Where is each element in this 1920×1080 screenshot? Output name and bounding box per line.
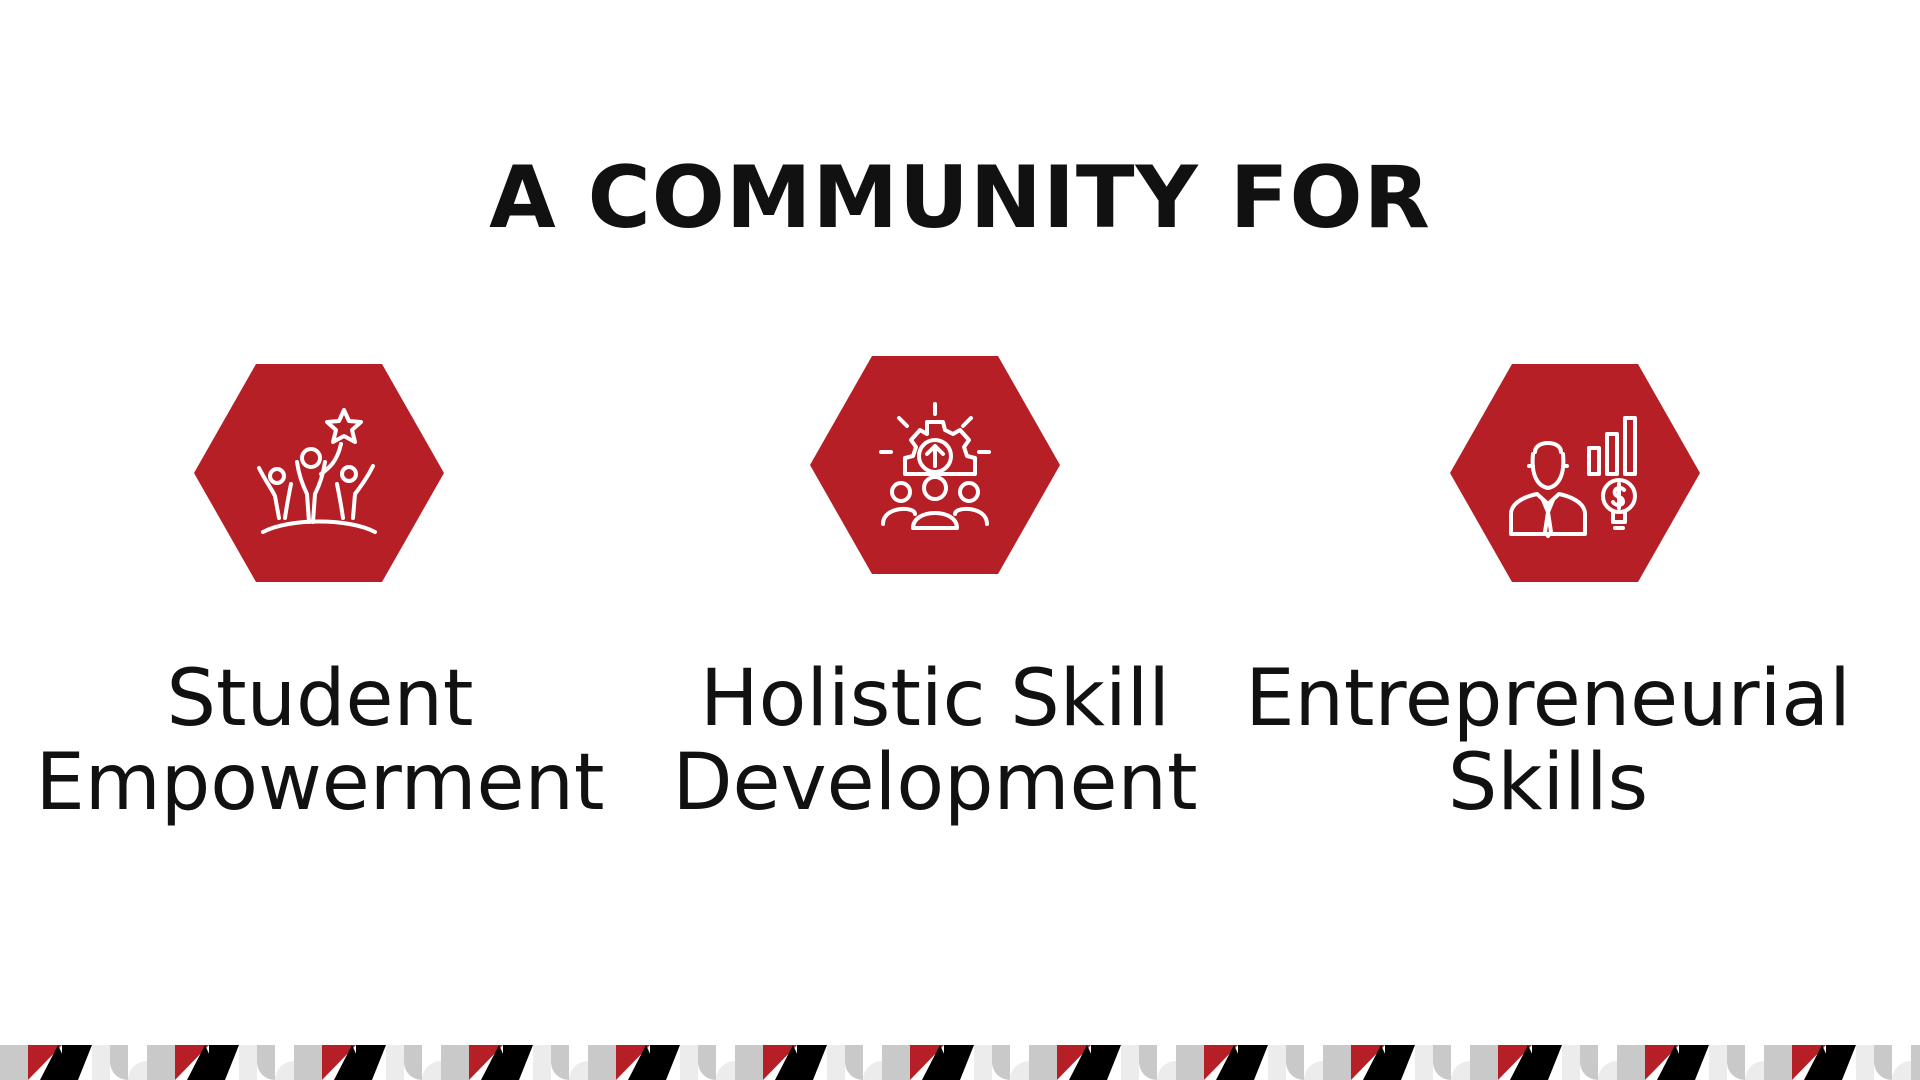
hexagon-badge — [194, 364, 444, 582]
border-tile-shape — [588, 1045, 616, 1080]
border-tile-shape — [680, 1045, 698, 1080]
border-tile-shape — [551, 1045, 569, 1080]
team-star-icon — [257, 408, 377, 534]
border-tile-shape — [1709, 1045, 1727, 1080]
border-tile-shape — [441, 1045, 469, 1080]
border-tile-shape — [1532, 1045, 1562, 1080]
border-tile-shape — [716, 1061, 735, 1080]
border-tile-shape — [1826, 1045, 1856, 1080]
border-tile-shape — [569, 1061, 588, 1080]
border-tile-shape — [533, 1045, 551, 1080]
border-tile-shape — [1286, 1045, 1304, 1080]
slide-title: A COMMUNITY FOR — [489, 148, 1431, 248]
border-tile-shape — [1415, 1045, 1433, 1080]
border-tile-shape — [1304, 1061, 1323, 1080]
border-tile-shape — [110, 1045, 128, 1080]
border-tile-shape — [1029, 1045, 1057, 1080]
feature-label-line2: Empowerment — [35, 738, 605, 828]
feature-label-line2: Development — [672, 738, 1198, 828]
feature-label: Entrepreneurial Skills — [1228, 657, 1868, 825]
border-tile-shape — [1679, 1045, 1709, 1080]
border-tile-shape — [62, 1045, 92, 1080]
border-tile-shape — [1617, 1045, 1645, 1080]
border-tile-shape — [650, 1045, 680, 1080]
border-tile-shape — [845, 1045, 863, 1080]
feature-label: Student Empowerment — [0, 657, 640, 825]
border-tile-shape — [882, 1045, 910, 1080]
border-tile-shape — [128, 1061, 147, 1080]
border-tile-shape — [1856, 1045, 1874, 1080]
hexagon-badge — [1450, 364, 1700, 582]
border-tile-shape — [404, 1045, 422, 1080]
border-tile-shape — [422, 1061, 441, 1080]
border-tile-shape — [1139, 1045, 1157, 1080]
border-tile-shape — [1091, 1045, 1121, 1080]
border-tile-shape — [944, 1045, 974, 1080]
border-tile-shape — [275, 1061, 294, 1080]
feature-label-line1: Student — [166, 654, 474, 744]
border-tile-shape — [209, 1045, 239, 1080]
border-tile-shape — [92, 1045, 110, 1080]
border-tile-shape — [1451, 1061, 1470, 1080]
border-tile-shape — [797, 1045, 827, 1080]
border-tile-shape — [1433, 1045, 1451, 1080]
border-tile-shape — [1745, 1061, 1764, 1080]
border-tile-shape — [147, 1045, 175, 1080]
border-tile-shape — [0, 1045, 28, 1080]
border-tile-shape — [827, 1045, 845, 1080]
border-tile-shape — [1892, 1061, 1911, 1080]
border-tile-shape — [386, 1045, 404, 1080]
border-tile-shape — [1562, 1045, 1580, 1080]
border-tile-shape — [992, 1045, 1010, 1080]
border-tile-shape — [1874, 1045, 1892, 1080]
border-tile-shape — [1268, 1045, 1286, 1080]
feature-label-line1: Holistic Skill — [700, 654, 1170, 744]
border-tile-shape — [1470, 1045, 1498, 1080]
border-tile-shape — [257, 1045, 275, 1080]
border-tile-shape — [1323, 1045, 1351, 1080]
border-tile-shape — [1764, 1045, 1792, 1080]
border-tile-shape — [1176, 1045, 1204, 1080]
border-tile-shape — [698, 1045, 716, 1080]
border-tile-shape — [863, 1061, 882, 1080]
hexagon-badge — [810, 356, 1060, 574]
border-tile-shape — [974, 1045, 992, 1080]
border-tile-shape — [294, 1045, 322, 1080]
businessman-growth-icon — [1509, 416, 1637, 538]
border-tile-shape — [1598, 1061, 1617, 1080]
decorative-border-pattern — [0, 1045, 1920, 1080]
border-tile-shape — [1580, 1045, 1598, 1080]
border-tile-shape — [1727, 1045, 1745, 1080]
border-tile-shape — [1121, 1045, 1139, 1080]
border-tile-shape — [1010, 1061, 1029, 1080]
border-tile-shape — [1157, 1061, 1176, 1080]
feature-label: Holistic Skill Development — [615, 657, 1255, 825]
border-tile-shape — [735, 1045, 763, 1080]
border-tile-shape — [1238, 1045, 1268, 1080]
border-tile-shape — [356, 1045, 386, 1080]
border-tile-shape — [1911, 1045, 1920, 1080]
feature-label-line2: Skills — [1447, 738, 1649, 828]
border-tile-shape — [1385, 1045, 1415, 1080]
border-tile-shape — [239, 1045, 257, 1080]
feature-label-line1: Entrepreneurial — [1245, 654, 1851, 744]
gear-team-icon — [879, 402, 991, 530]
border-tile-shape — [503, 1045, 533, 1080]
